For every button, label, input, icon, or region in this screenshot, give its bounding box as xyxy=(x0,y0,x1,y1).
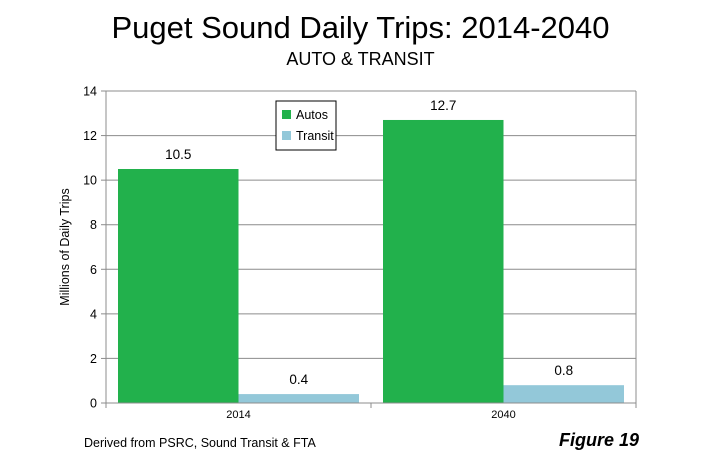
chart-subtitle: AUTO & TRANSIT xyxy=(286,49,435,69)
figure-label: Figure 19 xyxy=(558,430,639,450)
bar-transit-2040 xyxy=(503,385,624,403)
y-tick-label: 6 xyxy=(90,263,97,277)
data-label-transit-2014: 0.4 xyxy=(289,372,308,387)
y-tick-label: 4 xyxy=(90,307,97,321)
legend-box xyxy=(275,100,337,151)
data-label-transit-2040: 0.8 xyxy=(554,363,573,378)
source-note: Derived from PSRC, Sound Transit & FTA xyxy=(84,436,316,450)
legend-label-transit: Transit xyxy=(296,129,334,143)
legend-label-autos: Autos xyxy=(296,108,328,122)
x-tick-label: 2014 xyxy=(226,409,250,421)
y-tick-labels: 0 2 4 6 8 10 12 14 xyxy=(83,85,97,411)
bars xyxy=(118,119,624,403)
y-tick-label: 2 xyxy=(90,352,97,366)
y-axis-label: Millions of Daily Trips xyxy=(58,188,72,305)
y-tick-label: 0 xyxy=(90,397,97,411)
y-tick-label: 14 xyxy=(83,85,97,99)
data-labels: 10.5 0.4 12.7 0.8 xyxy=(165,98,573,387)
y-tick-label: 8 xyxy=(90,218,97,232)
y-tick-label: 12 xyxy=(83,129,97,143)
y-tick-label: 10 xyxy=(83,174,97,188)
chart-title: Puget Sound Daily Trips: 2014-2040 xyxy=(111,10,610,45)
data-label-autos-2014: 10.5 xyxy=(165,147,191,162)
data-label-autos-2040: 12.7 xyxy=(430,98,456,113)
legend-swatch-transit xyxy=(282,131,291,140)
legend: Autos Transit xyxy=(275,100,337,151)
bar-autos-2040 xyxy=(383,119,504,403)
x-tick-labels: 2014 2040 xyxy=(226,409,515,421)
bar-autos-2014 xyxy=(118,169,239,403)
bar-transit-2014 xyxy=(238,394,359,403)
legend-swatch-autos xyxy=(282,110,291,119)
x-tick-label: 2040 xyxy=(491,409,515,421)
axes xyxy=(101,90,637,408)
